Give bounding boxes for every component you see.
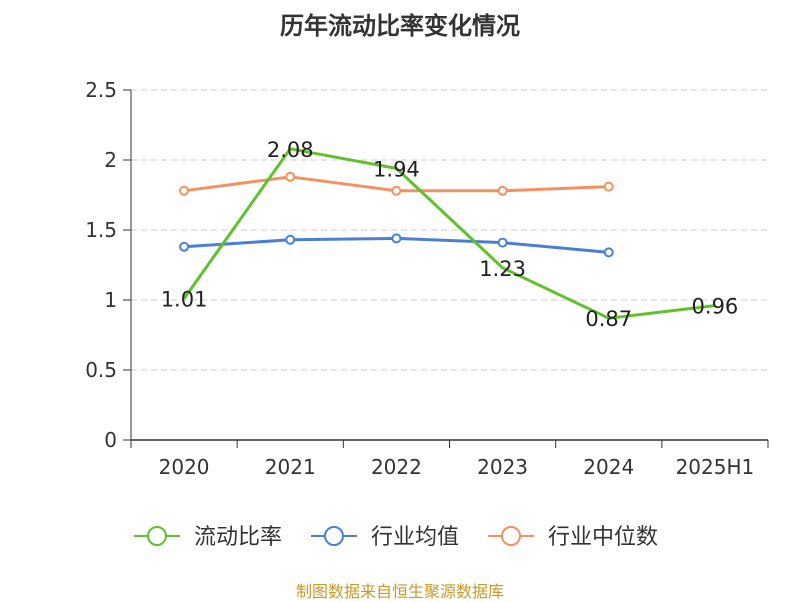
y-tick-label: 2 (104, 148, 117, 172)
data-label: 1.94 (373, 157, 420, 181)
series-point-2 (497, 185, 508, 196)
data-source-note: 制图数据来自恒生聚源数据库 (295, 582, 504, 601)
series-point-1 (391, 233, 402, 244)
data-label: 0.96 (692, 295, 739, 319)
y-tick-labels: 0 0.5 1 1.5 2 2.5 (85, 78, 117, 452)
legend-marker (147, 526, 167, 546)
series-point-1 (285, 234, 296, 245)
x-tick-label: 2020 (159, 455, 210, 479)
data-label: 1.01 (161, 288, 208, 312)
series-points (179, 171, 614, 258)
series-point-2 (285, 171, 296, 182)
axes (123, 89, 769, 448)
y-tick-label: 2.5 (85, 78, 117, 102)
legend: 流动比率 行业均值 行业中位数 (134, 525, 658, 550)
legend-label: 行业均值 (371, 525, 459, 550)
x-tick-label: 2024 (583, 455, 634, 479)
legend-marker (324, 526, 344, 546)
legend-label: 流动比率 (194, 525, 282, 550)
gridlines (131, 89, 768, 371)
series-point-1 (179, 241, 190, 252)
series-point-1 (603, 247, 614, 258)
data-labels: 1.01 2.08 1.94 1.23 0.87 0.96 (161, 138, 739, 331)
x-tick-label: 2025H1 (676, 455, 755, 479)
x-tick-label: 2023 (477, 455, 528, 479)
data-label: 0.87 (585, 307, 632, 331)
x-tick-labels: 2020 2021 2022 2023 2024 2025H1 (159, 455, 755, 479)
legend-marker (501, 526, 521, 546)
series-point-1 (497, 237, 508, 248)
series-point-2 (179, 185, 190, 196)
legend-label: 行业中位数 (548, 525, 658, 550)
series-line-0 (182, 147, 716, 320)
y-tick-label: 0.5 (85, 358, 117, 382)
chart-title: 历年流动比率变化情况 (280, 12, 520, 40)
data-label: 2.08 (267, 138, 314, 162)
series-lines (182, 147, 716, 320)
x-tick-label: 2022 (371, 455, 422, 479)
y-tick-label: 1 (104, 288, 117, 312)
data-label: 1.23 (479, 257, 526, 281)
y-tick-label: 1.5 (85, 218, 117, 242)
x-tick-label: 2021 (265, 455, 316, 479)
series-point-2 (391, 185, 402, 196)
series-point-2 (603, 181, 614, 192)
y-tick-label: 0 (104, 428, 117, 452)
